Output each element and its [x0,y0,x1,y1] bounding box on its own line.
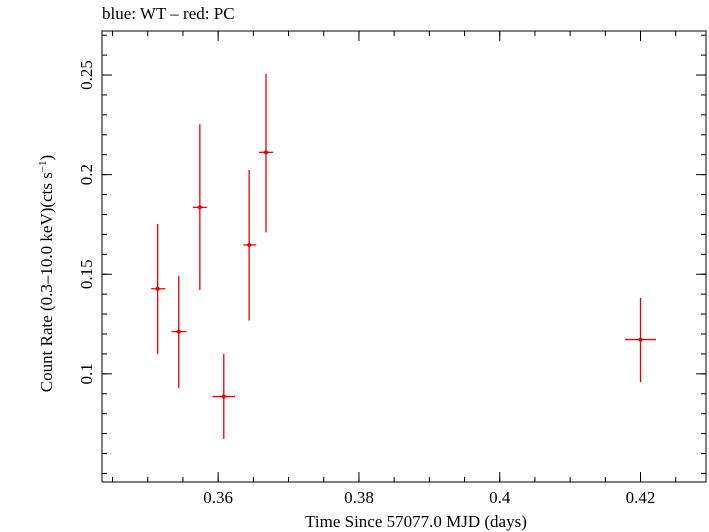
data-point [243,170,257,321]
y-tick-label: 0.2 [77,164,96,185]
data-marker [197,205,202,210]
data-point [171,275,187,388]
x-tick-label: 0.36 [203,488,233,507]
data-point [258,73,274,233]
data-marker [176,329,181,334]
y-axis-label-exponent: −1 [37,160,49,172]
x-tick-label: 0.38 [344,488,374,507]
y-axis-label: Count Rate (0.3–10.0 keV)(cts s−1) [37,155,56,392]
x-tick-label: 0.4 [489,488,511,507]
y-tick-label: 0.15 [77,259,96,289]
data-marker [221,394,226,399]
data-point [212,353,236,439]
data-point [192,124,207,290]
data-point [625,297,657,383]
x-axis-label: Time Since 57077.0 MJD (days) [305,512,527,531]
y-axis-label-main: Count Rate (0.3–10.0 keV)(cts s [37,172,56,392]
plot-frame [101,30,707,483]
data-marker [638,337,643,342]
y-tick-label: 0.25 [77,60,96,90]
data-marker [155,286,160,291]
data-marker [264,150,269,155]
y-tick-label: 0.1 [77,363,96,384]
chart-title: blue: WT – red: PC [102,4,235,23]
data-point [151,223,166,355]
data-marker [247,242,252,247]
x-tick-label: 0.42 [626,488,656,507]
y-axis-label-close: ) [37,155,56,161]
